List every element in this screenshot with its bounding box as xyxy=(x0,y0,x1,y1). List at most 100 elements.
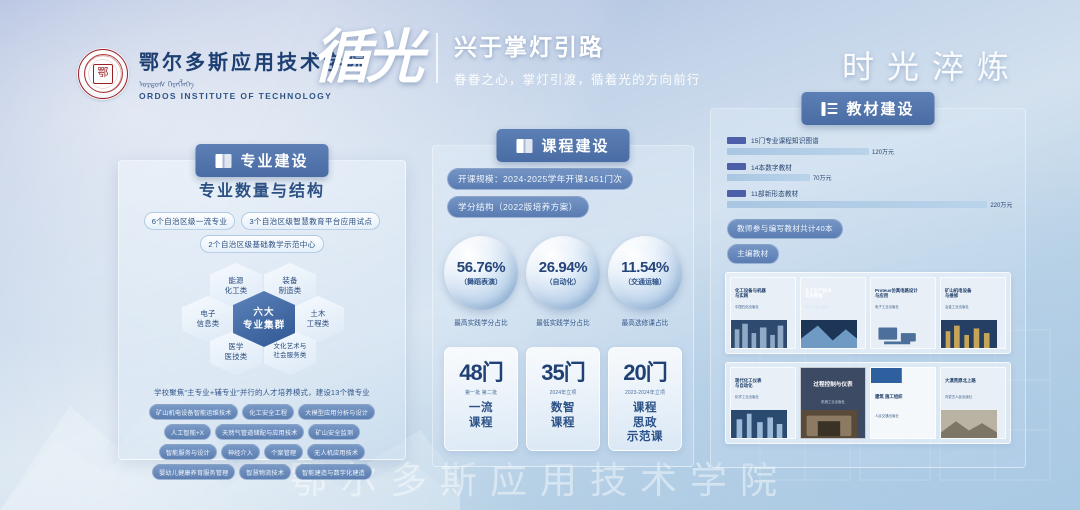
major-cluster-hexagon-diagram: 能源 化工类 装备 制造类 土木 工程类 文化艺术与 社会服务类 医学 医技类 … xyxy=(168,263,356,375)
stat-label: 课程 思政 示范课 xyxy=(627,401,663,445)
panel-textbook-header: 教材建设 xyxy=(801,92,935,125)
textbook-editor-bar: 主编教材 xyxy=(727,243,779,264)
cluster-label: 装备 制造类 xyxy=(278,276,302,295)
textbook-shelf-row-1: 化工设备与机器 与实践 中国石化出版社 化工生产技术 实务教程 化学工业出版社 … xyxy=(725,271,1011,354)
stat-label-line: 数智 xyxy=(550,402,576,414)
percentage-circle: 56.76% （舞蹈表演） xyxy=(444,236,518,310)
book-cover: 现代化工仪表 与自动化 化学工业出版社 xyxy=(730,366,796,439)
course-credit-bar: 学分结构（2022版培养方案） xyxy=(447,196,589,218)
university-name-group: 鄂尔多斯应用技术学院 ᠣᠷᠳᠣᠰ ᠬᠡᠷᠡᠭᠯᠡᠭᠡ ORDOS INSTITU… xyxy=(139,46,369,101)
book-cover: 化工设备与机器 与实践 中国石化出版社 xyxy=(730,276,796,349)
cluster-label: 能源 化工类 xyxy=(224,276,248,295)
chart-category-label: 15门专业课程知识图谱 xyxy=(751,138,819,145)
panel-course-title: 课程建设 xyxy=(541,138,610,155)
panel-course-header: 课程建设 xyxy=(496,129,630,162)
panel-major-title: 专业建设 xyxy=(240,153,309,170)
list-icon xyxy=(821,101,838,116)
title-divider xyxy=(436,33,439,83)
panel-major-header: 专业建设 xyxy=(195,144,329,177)
micro-major-row: 智能服务与设计 神经介入 个案管理 无人机应用技术 xyxy=(129,444,395,460)
panel-textbook-construction: 教材建设 15门专业课程知识图谱 120万元 14本数字教材 70万元 xyxy=(710,92,1026,468)
book-publisher: 人民交通出版社 xyxy=(875,413,899,418)
book-cover-art xyxy=(941,319,997,348)
book-icon xyxy=(516,138,533,153)
percentage-value: 26.94% xyxy=(538,259,588,276)
major-section-title: 专业数量与结构 xyxy=(198,183,325,200)
book-publisher: 机械工业出版社 xyxy=(821,399,845,404)
panel-textbook-title: 教材建设 xyxy=(846,101,915,118)
cluster-label: 文化艺术与 社会服务类 xyxy=(273,343,307,359)
stat-note: 2024年立项 xyxy=(549,390,577,396)
percentage-circle: 11.54% （交通运输） xyxy=(608,236,682,310)
course-stat-cards: 48门 第一批 第二批 一流 课程 35门 2024年立项 数智 课程 20门 … xyxy=(433,347,693,451)
book-cover: 建筑 施工组织 人民交通出版社 xyxy=(870,366,936,439)
micro-major-tag: 婴幼儿健康养育服务管理 xyxy=(152,464,236,480)
chart-key: 14本数字教材 xyxy=(727,162,1011,172)
textbook-info-bars: 教师参与编写教材共计40本 主编教材 xyxy=(711,215,1025,264)
book-publisher: 中国石化出版社 xyxy=(735,304,759,309)
textbook-total-bar: 教师参与编写教材共计40本 xyxy=(727,218,843,239)
chart-swatch xyxy=(727,136,746,144)
major-pill-row: 6个自治区级一流专业 3个自治区级智慧教育平台应用试点 2个自治区级基础教学示范… xyxy=(119,212,405,253)
percentage-circle: 26.94% （自动化） xyxy=(526,236,600,310)
stat-note: 第一批 第二批 xyxy=(464,390,498,396)
major-pill: 3个自治区级智慧教育平台应用试点 xyxy=(241,212,381,230)
percentage-caption: 最高选修课占比 xyxy=(621,320,669,327)
textbook-shelf-row-2: 现代化工仪表 与自动化 化学工业出版社 过程控制与仪表 机械工业出版社 建筑 施… xyxy=(725,361,1011,444)
micro-major-tag: 个案管理 xyxy=(264,444,304,460)
micro-major-tag: 矿山安全监测 xyxy=(308,424,361,440)
crest-char: 鄂 xyxy=(93,63,113,84)
chart-row: 15门专业课程知识图谱 120万元 xyxy=(727,135,1011,156)
book-publisher: 化学工业出版社 xyxy=(805,304,829,309)
book-publisher: 冶金工业出版社 xyxy=(945,304,969,309)
book-cover-art xyxy=(871,367,902,383)
chart-row: 14本数字教材 70万元 xyxy=(727,162,1011,182)
header-right-title: 时光淬炼 xyxy=(841,49,1022,85)
stat-number: 48门 xyxy=(459,360,503,385)
micro-major-tag: 无人机应用技术 xyxy=(307,444,366,460)
chart-key: 15门专业课程知识图谱 xyxy=(727,135,1011,145)
chart-bar xyxy=(727,147,869,155)
book-title: 建筑 施工组织 xyxy=(875,393,903,399)
panel-major-construction: 专业建设 专业数量与结构 6个自治区级一流专业 3个自治区级智慧教育平台应用试点… xyxy=(118,144,406,480)
chart-value-label: 220万元 xyxy=(990,202,1013,209)
book-cover-art xyxy=(731,409,787,438)
chart-swatch xyxy=(727,163,746,170)
micro-major-tag: 智慧物流技术 xyxy=(239,464,292,480)
university-logo-block: 鄂 鄂尔多斯应用技术学院 ᠣᠷᠳᠣᠰ ᠬᠡᠷᠡᠭᠯᠡᠭᠡ ORDOS INSTI… xyxy=(78,46,369,101)
book-publisher: 化学工业出版社 xyxy=(735,394,759,399)
micro-major-tag-box: 矿山机电设备智能运维技术 化工安全工程 大模型应用分析与设计 人工智能+X 天然… xyxy=(119,398,405,480)
cluster-center-label: 六大 专业集群 xyxy=(242,306,286,331)
title-text-group: 兴于掌灯引路 眷眷之心，掌灯引渡，循着光的方向前行 xyxy=(454,28,701,88)
percentage-value: 11.54% xyxy=(621,259,669,276)
poster-title-zone: 循光 兴于掌灯引路 眷眷之心，掌灯引渡，循着光的方向前行 xyxy=(312,28,701,88)
university-name-mn: ᠣᠷᠳᠣᠰ ᠬᠡᠷᠡᠭᠯᠡᠭᠡ xyxy=(139,80,194,89)
book-cover: 过程控制与仪表 机械工业出版社 xyxy=(800,366,866,439)
book-cover-art xyxy=(871,319,927,348)
micro-major-row: 婴幼儿健康养育服务管理 智慧物流技术 智能建造与数字化建造 xyxy=(129,464,395,480)
micro-major-tag: 智能服务与设计 xyxy=(158,444,217,460)
stat-number: 35门 xyxy=(541,360,585,385)
micro-major-tag: 智能建造与数字化建造 xyxy=(295,464,372,480)
book-title: 现代化工仪表 与自动化 xyxy=(735,377,762,389)
micro-major-tag: 天然气管道储配与应用技术 xyxy=(214,424,305,440)
crest-arc-text xyxy=(84,54,122,93)
chart-key: 11部新形态教材 xyxy=(727,188,1011,198)
book-cover: 矿山机电设备 与维修 冶金工业出版社 xyxy=(940,276,1006,349)
book-title: 矿山机电设备 与维修 xyxy=(945,287,972,299)
stat-label-line: 思政 xyxy=(632,416,658,429)
chart-swatch xyxy=(727,189,746,197)
stat-note: 2023-2024年立项 xyxy=(624,390,666,396)
stat-label-line: 一流 xyxy=(468,402,494,414)
book-cover-art xyxy=(941,409,997,438)
chart-track: 70万元 xyxy=(727,174,1011,182)
percentage-major: （交通运输） xyxy=(624,279,666,286)
book-title: 化工设备与机器 与实践 xyxy=(735,287,766,299)
course-info-bars: 开课规模：2024-2025学年开课1451门次 学分结构（2022版培养方案） xyxy=(433,146,693,218)
book-title: Proteus仿真电路设计 与应用 xyxy=(875,287,918,299)
book-cover-art xyxy=(801,409,857,438)
stat-number: 20门 xyxy=(623,360,667,385)
course-percentage-labels: 最高实践学分占比 最低实践学分占比 最高选修课占比 xyxy=(433,317,693,327)
book-cover: 大漠荒原北上路 内蒙古人民出版社 xyxy=(940,366,1006,439)
chart-category-label: 11部新形态教材 xyxy=(751,191,799,198)
